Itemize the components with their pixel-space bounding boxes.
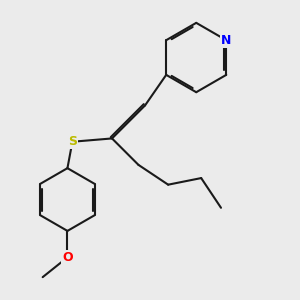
Text: S: S bbox=[68, 135, 77, 148]
Text: O: O bbox=[62, 251, 73, 264]
Text: N: N bbox=[221, 34, 232, 47]
